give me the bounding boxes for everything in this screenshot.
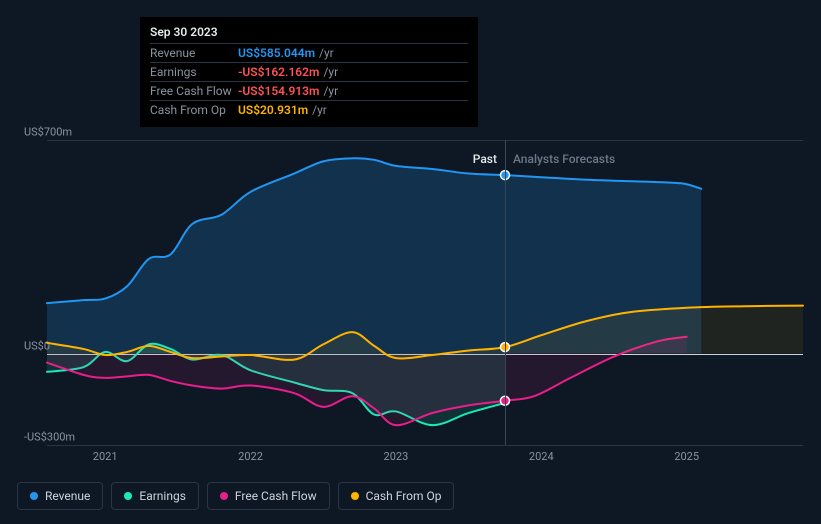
gridline <box>47 445 803 446</box>
plot-area[interactable]: Past Analysts Forecasts <box>47 140 803 445</box>
tooltip-row-value: -US$154.913m <box>238 84 319 98</box>
tooltip-row-unit: /yr <box>312 103 327 117</box>
x-axis-label: 2023 <box>384 450 409 463</box>
legend-item-cfo[interactable]: Cash From Op <box>338 482 455 510</box>
tooltip-row-label: Free Cash Flow <box>150 84 238 98</box>
tooltip-date: Sep 30 2023 <box>150 25 468 39</box>
tooltip-row: RevenueUS$585.044m/yr <box>150 43 468 62</box>
legend-item-label: Cash From Op <box>366 489 442 503</box>
tooltip-row-value: US$20.931m <box>238 103 308 117</box>
legend-item-revenue[interactable]: Revenue <box>17 482 103 510</box>
tooltip-row-unit: /yr <box>319 46 334 60</box>
tooltip-row-label: Earnings <box>150 65 238 79</box>
x-axis-label: 2024 <box>529 450 554 463</box>
legend-item-label: Revenue <box>45 489 90 503</box>
tooltip-row-label: Cash From Op <box>150 103 238 117</box>
legend-item-label: Earnings <box>139 489 186 503</box>
chart-tooltip: Sep 30 2023 RevenueUS$585.044m/yrEarning… <box>140 17 478 127</box>
legend-item-fcf[interactable]: Free Cash Flow <box>207 482 330 510</box>
tooltip-row-value: US$585.044m <box>238 46 315 60</box>
tooltip-row-label: Revenue <box>150 46 238 60</box>
past-forecast-divider <box>505 140 506 445</box>
chart-legend: Revenue Earnings Free Cash Flow Cash From O… <box>17 482 454 510</box>
legend-dot-icon <box>30 492 38 500</box>
legend-item-earnings[interactable]: Earnings <box>111 482 199 510</box>
y-axis-label: US$700m <box>24 126 72 139</box>
legend-dot-icon <box>220 492 228 500</box>
x-axis-label: 2025 <box>674 450 699 463</box>
tooltip-row-unit: /yr <box>323 84 338 98</box>
region-label-past: Past <box>473 152 497 166</box>
tooltip-row: Cash From OpUS$20.931m/yr <box>150 100 468 119</box>
region-label-forecast: Analysts Forecasts <box>513 152 615 166</box>
x-axis-label: 2022 <box>238 450 263 463</box>
legend-dot-icon <box>124 492 132 500</box>
tooltip-row-value: -US$162.162m <box>238 65 319 79</box>
tooltip-row: Earnings-US$162.162m/yr <box>150 62 468 81</box>
tooltip-row-unit: /yr <box>323 65 338 79</box>
x-axis-label: 2021 <box>93 450 118 463</box>
legend-dot-icon <box>351 492 359 500</box>
tooltip-row: Free Cash Flow-US$154.913m/yr <box>150 81 468 100</box>
financials-chart: US$700mUS$0-US$300m 20212022202320242025… <box>17 140 803 445</box>
legend-item-label: Free Cash Flow <box>235 489 317 503</box>
